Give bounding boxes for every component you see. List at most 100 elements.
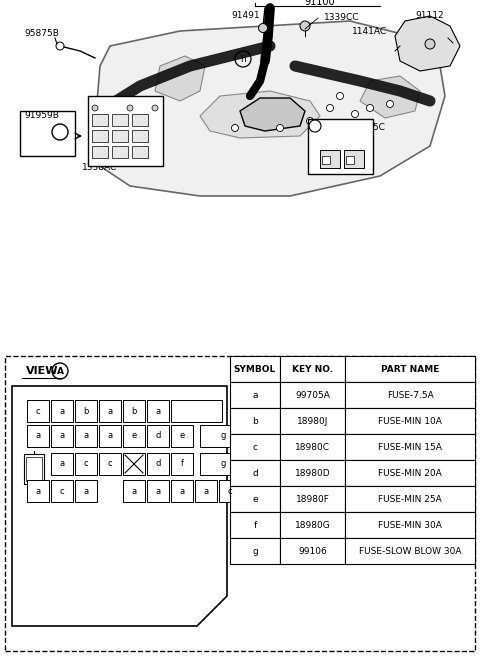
Text: SYMBOL: SYMBOL [234, 365, 276, 373]
Bar [51, 453, 73, 475]
Text: a: a [36, 487, 41, 495]
Circle shape [259, 24, 267, 33]
Bar [123, 453, 145, 475]
Circle shape [326, 104, 334, 112]
Bar [322, 156, 330, 164]
Text: FUSE-MIN 15A: FUSE-MIN 15A [378, 443, 442, 451]
Text: FUSE-MIN 20A: FUSE-MIN 20A [378, 468, 442, 478]
Text: 1141AC: 1141AC [352, 26, 387, 35]
Text: c: c [108, 459, 112, 468]
Bar [230, 434, 280, 460]
Bar [132, 146, 148, 158]
Text: a: a [108, 432, 113, 440]
Text: 91188: 91188 [126, 102, 155, 110]
Text: a: a [60, 459, 65, 468]
Polygon shape [240, 98, 305, 131]
Bar [27, 425, 49, 447]
Text: a: a [132, 487, 137, 495]
Bar [92, 114, 108, 126]
Bar [171, 453, 193, 475]
Text: a: a [84, 432, 89, 440]
Bar [345, 382, 475, 408]
Polygon shape [155, 56, 205, 101]
Bar [344, 150, 364, 168]
Text: c: c [36, 407, 40, 415]
Text: 18980G: 18980G [295, 520, 330, 529]
Bar [346, 156, 354, 164]
Bar [132, 114, 148, 126]
Bar [230, 408, 280, 434]
Bar [308, 119, 373, 174]
Bar [280, 408, 345, 434]
Bar [147, 400, 169, 422]
Text: FUSE-MIN 10A: FUSE-MIN 10A [378, 417, 442, 426]
Bar [219, 480, 241, 502]
Text: 91100: 91100 [305, 0, 336, 7]
Text: 18980J: 18980J [297, 417, 328, 426]
Text: a: a [36, 432, 41, 440]
Text: a: a [156, 487, 161, 495]
Bar [345, 356, 475, 382]
Bar [75, 480, 97, 502]
Bar [112, 114, 128, 126]
Bar [345, 512, 475, 538]
Text: VIEW: VIEW [26, 366, 58, 376]
Text: c: c [228, 487, 232, 495]
Bar [147, 480, 169, 502]
Polygon shape [95, 21, 445, 196]
Text: a: a [108, 407, 113, 415]
Text: 99705A: 99705A [295, 390, 330, 400]
Polygon shape [395, 16, 460, 71]
Text: b: b [84, 407, 89, 415]
Circle shape [336, 92, 344, 100]
Text: 18980D: 18980D [295, 468, 330, 478]
Bar [75, 400, 97, 422]
Text: 18980C: 18980C [295, 443, 330, 451]
Text: c: c [84, 459, 88, 468]
Bar [171, 425, 193, 447]
Bar [345, 408, 475, 434]
Bar [132, 130, 148, 142]
Text: f: f [253, 520, 257, 529]
Bar [5, 356, 475, 651]
Bar [280, 486, 345, 512]
Bar [345, 460, 475, 486]
Bar [195, 480, 217, 502]
Text: e: e [252, 495, 258, 504]
Text: a: a [84, 487, 89, 495]
Text: A: A [57, 127, 63, 136]
Bar [75, 453, 97, 475]
Bar [24, 454, 44, 484]
Text: A: A [57, 367, 63, 375]
Bar [171, 480, 193, 502]
Text: c: c [252, 443, 257, 451]
Bar [230, 356, 280, 382]
Circle shape [367, 104, 373, 112]
Bar [230, 486, 280, 512]
Bar [345, 434, 475, 460]
Text: 91959B: 91959B [24, 112, 60, 121]
Text: 99106: 99106 [298, 546, 327, 556]
Text: 95875B: 95875B [24, 30, 60, 39]
Circle shape [52, 124, 68, 140]
Bar [99, 425, 121, 447]
Bar [280, 382, 345, 408]
Bar [280, 538, 345, 564]
Circle shape [56, 42, 64, 50]
Circle shape [152, 105, 158, 111]
Bar [20, 111, 75, 156]
Text: c: c [60, 487, 64, 495]
Bar [88, 96, 163, 166]
Text: h: h [240, 54, 246, 64]
Bar [147, 425, 169, 447]
Text: 18980F: 18980F [296, 495, 329, 504]
Bar [147, 453, 169, 475]
Circle shape [127, 105, 133, 111]
Bar [280, 356, 345, 382]
Bar [112, 146, 128, 158]
Bar [112, 130, 128, 142]
Circle shape [231, 125, 239, 131]
Text: a: a [252, 390, 258, 400]
Bar [92, 130, 108, 142]
Circle shape [425, 39, 435, 49]
